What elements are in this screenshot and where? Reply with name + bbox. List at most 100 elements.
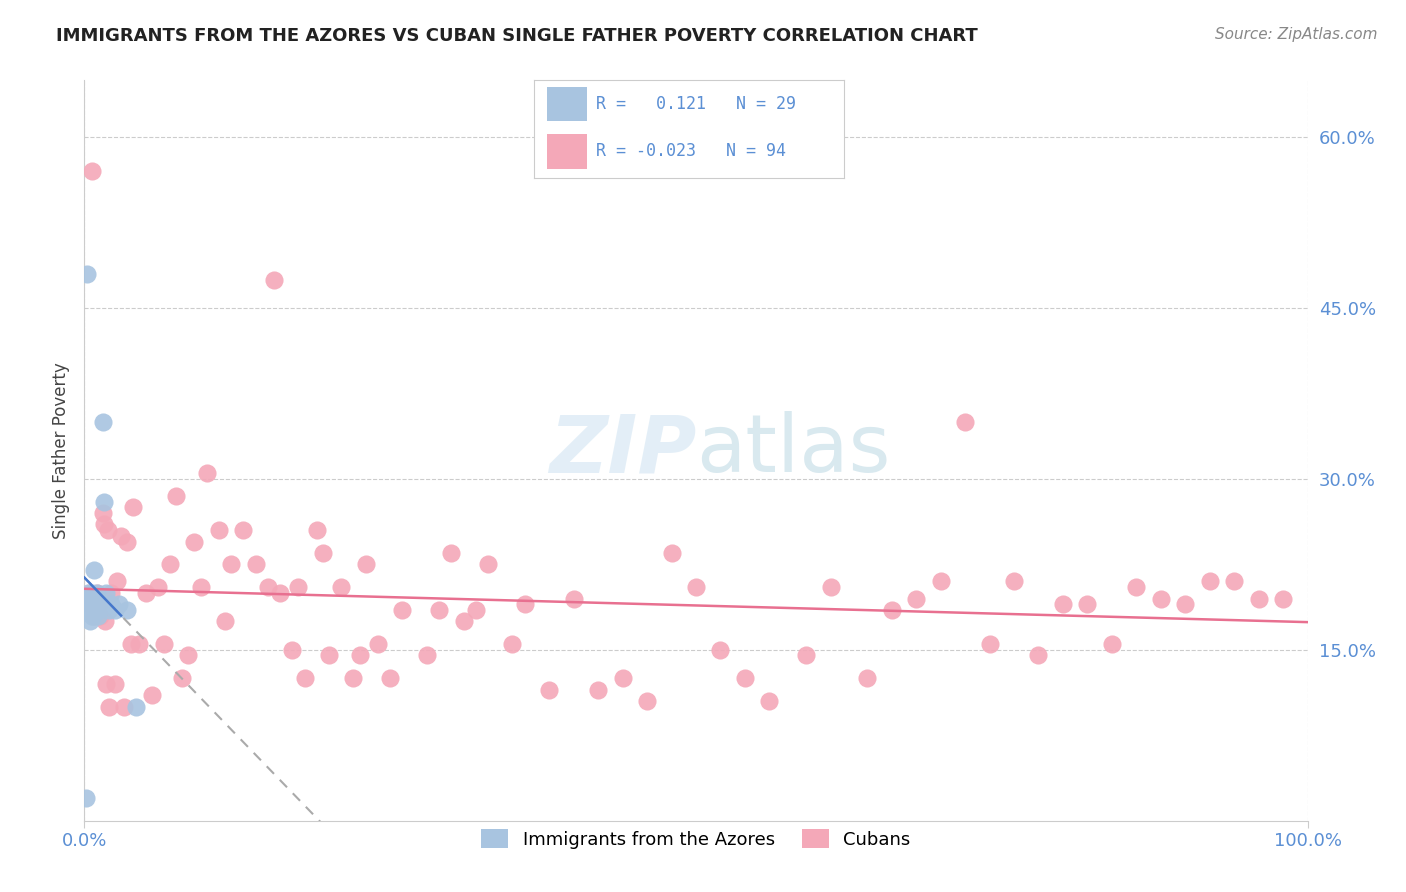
Point [172, 671, 194, 685]
Text: Source: ZipAtlas.com: Source: ZipAtlas.com [1215, 27, 1378, 42]
Point [100, 586, 122, 600]
Bar [547, 87, 586, 121]
Point [1247, 591, 1270, 606]
Point [135, 586, 157, 600]
Point [165, 489, 187, 503]
Point [232, 523, 254, 537]
Point [77, 603, 100, 617]
Point [83, 591, 105, 606]
Point [502, 637, 524, 651]
Point [183, 534, 205, 549]
Point [1076, 597, 1098, 611]
Point [195, 467, 218, 481]
Point [464, 603, 486, 617]
Point [453, 615, 475, 629]
Point [979, 637, 1001, 651]
Point [84, 603, 107, 617]
Point [636, 694, 658, 708]
Point [312, 546, 335, 560]
Point [734, 671, 756, 685]
Point [153, 637, 176, 651]
Point [87, 597, 110, 611]
Point [86, 586, 108, 600]
Text: atlas: atlas [696, 411, 890, 490]
Point [82, 603, 104, 617]
Point [661, 546, 683, 560]
Point [1002, 574, 1025, 589]
Point [83, 608, 105, 623]
Bar [547, 134, 586, 169]
Point [257, 580, 280, 594]
Point [1223, 574, 1246, 589]
Point [115, 603, 138, 617]
Point [97, 603, 120, 617]
Point [586, 682, 609, 697]
Point [94, 615, 117, 629]
Point [880, 603, 903, 617]
Point [513, 597, 536, 611]
Point [105, 574, 128, 589]
Point [342, 671, 364, 685]
Point [1272, 591, 1295, 606]
Point [330, 580, 353, 594]
Point [79, 597, 101, 611]
Point [91, 506, 114, 520]
Point [93, 494, 115, 508]
Point [77, 586, 100, 600]
Point [477, 558, 499, 572]
Point [294, 671, 316, 685]
Point [709, 642, 731, 657]
Text: R =   0.121   N = 29: R = 0.121 N = 29 [596, 95, 796, 112]
Text: ZIP: ZIP [548, 411, 696, 490]
Point [1028, 648, 1050, 663]
Point [440, 546, 463, 560]
Point [349, 648, 371, 663]
Point [104, 603, 127, 617]
Point [141, 689, 163, 703]
Point [416, 648, 439, 663]
Text: IMMIGRANTS FROM THE AZORES VS CUBAN SINGLE FATHER POVERTY CORRELATION CHART: IMMIGRANTS FROM THE AZORES VS CUBAN SING… [56, 27, 979, 45]
Point [110, 529, 132, 543]
Point [287, 580, 309, 594]
Point [1174, 597, 1197, 611]
Point [115, 534, 138, 549]
Point [125, 699, 148, 714]
Point [391, 603, 413, 617]
Legend: Immigrants from the Azores, Cubans: Immigrants from the Azores, Cubans [474, 822, 918, 856]
Point [612, 671, 634, 685]
Point [91, 415, 114, 429]
Y-axis label: Single Father Poverty: Single Father Poverty [52, 362, 70, 539]
Point [820, 580, 842, 594]
Point [367, 637, 389, 651]
Point [190, 580, 212, 594]
Point [1198, 574, 1220, 589]
Point [97, 523, 120, 537]
Point [562, 591, 585, 606]
Point [83, 563, 105, 577]
Point [77, 591, 100, 606]
Point [84, 597, 107, 611]
Point [89, 608, 111, 623]
Point [87, 591, 110, 606]
Point [76, 267, 98, 281]
Point [214, 615, 236, 629]
Point [1150, 591, 1173, 606]
Point [219, 558, 242, 572]
Point [208, 523, 231, 537]
Point [146, 580, 169, 594]
Point [929, 574, 952, 589]
Point [75, 790, 97, 805]
Point [794, 648, 817, 663]
Point [856, 671, 879, 685]
Point [305, 523, 328, 537]
Point [1125, 580, 1147, 594]
Point [77, 586, 100, 600]
Point [87, 608, 110, 623]
Point [80, 586, 103, 600]
Point [97, 699, 120, 714]
Point [177, 648, 200, 663]
Point [245, 558, 267, 572]
Point [122, 500, 145, 515]
Text: R = -0.023   N = 94: R = -0.023 N = 94 [596, 142, 786, 160]
Point [380, 671, 402, 685]
